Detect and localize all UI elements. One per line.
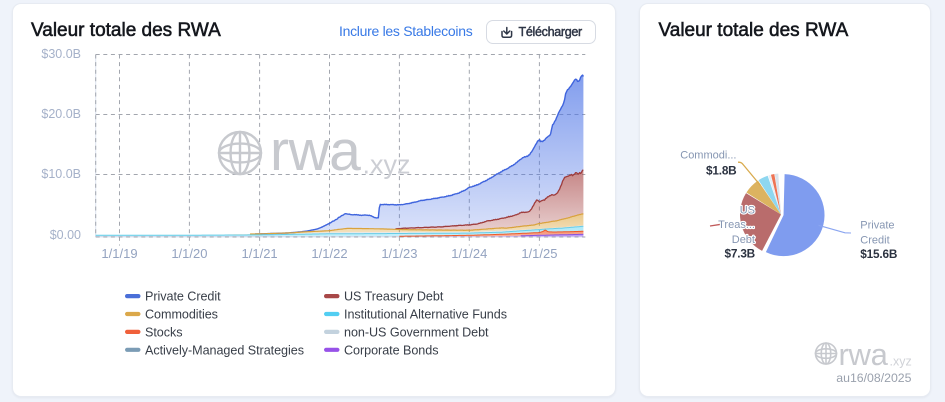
- svg-text:$15.6B: $15.6B: [860, 247, 897, 261]
- svg-text:$20.0B: $20.0B: [41, 107, 81, 121]
- svg-text:Credit: Credit: [860, 234, 889, 246]
- svg-text:non-US Government Debt: non-US Government Debt: [344, 325, 489, 339]
- svg-text:Commodi...: Commodi...: [680, 150, 736, 162]
- svg-text:1/1/22: 1/1/22: [311, 246, 347, 261]
- svg-text:$0.00: $0.00: [50, 228, 81, 242]
- svg-text:1/1/24: 1/1/24: [451, 246, 487, 261]
- svg-text:1/1/23: 1/1/23: [381, 246, 417, 261]
- svg-text:Stocks: Stocks: [145, 325, 183, 339]
- svg-text:rwa: rwa: [839, 337, 889, 372]
- svg-text:au16/08/2025: au16/08/2025: [836, 371, 911, 385]
- svg-text:1/1/21: 1/1/21: [242, 246, 278, 261]
- svg-text:$10.0B: $10.0B: [41, 167, 81, 181]
- svg-text:Private Credit: Private Credit: [145, 290, 221, 304]
- svg-text:rwa: rwa: [270, 119, 361, 183]
- svg-text:Private: Private: [860, 220, 894, 232]
- svg-text:Commodities: Commodities: [145, 308, 218, 322]
- svg-text:Institutional Alternative Fund: Institutional Alternative Funds: [344, 308, 507, 322]
- svg-text:Debt: Debt: [732, 234, 755, 246]
- svg-text:.xyz: .xyz: [890, 355, 912, 369]
- svg-text:.xyz: .xyz: [363, 150, 411, 180]
- svg-text:1/1/19: 1/1/19: [101, 246, 137, 261]
- svg-text:$30.0B: $30.0B: [41, 47, 81, 61]
- svg-text:US Treasury Debt: US Treasury Debt: [344, 290, 444, 304]
- svg-text:1/1/25: 1/1/25: [521, 246, 557, 261]
- svg-text:$7.3B: $7.3B: [725, 246, 755, 260]
- svg-text:1/1/20: 1/1/20: [171, 246, 207, 261]
- svg-text:$1.8B: $1.8B: [706, 163, 736, 177]
- svg-text:Corporate Bonds: Corporate Bonds: [344, 343, 438, 357]
- svg-text:Treas...: Treas...: [718, 219, 755, 231]
- svg-text:US: US: [740, 205, 755, 217]
- svg-text:Actively-Managed Strategies: Actively-Managed Strategies: [145, 343, 304, 357]
